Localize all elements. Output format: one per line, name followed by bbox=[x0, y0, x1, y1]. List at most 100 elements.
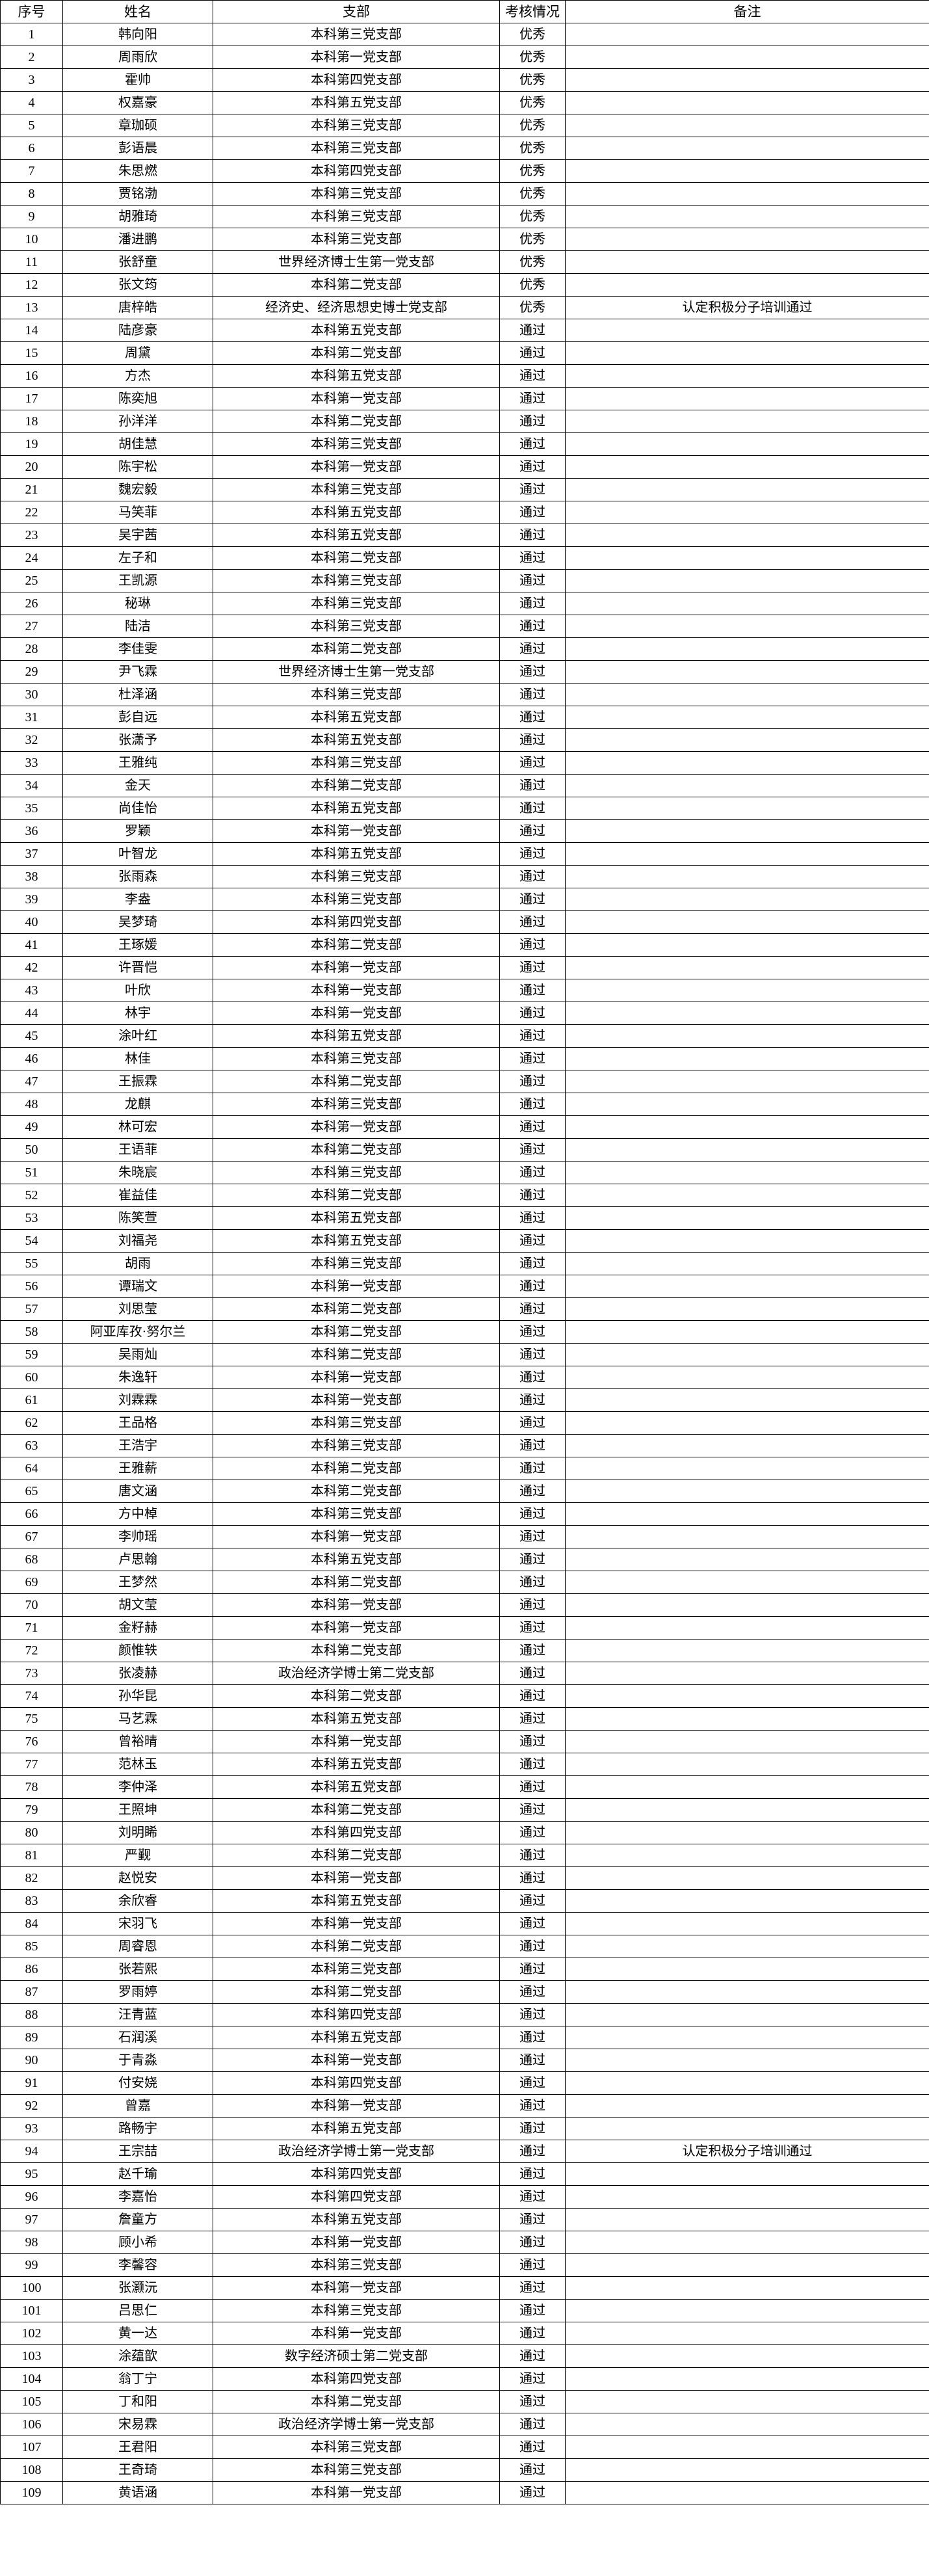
table-row: 19 胡佳慧 本科第三党支部 通过 bbox=[0, 432, 929, 456]
branch-cell: 本科第五党支部 bbox=[213, 364, 500, 388]
branch-cell: 本科第四党支部 bbox=[213, 1821, 500, 1844]
branch-cell: 本科第五党支部 bbox=[213, 1775, 500, 1799]
remark-cell bbox=[565, 1093, 929, 1116]
remark-cell bbox=[565, 182, 929, 206]
branch-cell: 本科第二党支部 bbox=[213, 637, 500, 661]
branch-cell: 本科第二党支部 bbox=[213, 273, 500, 297]
status-cell: 通过 bbox=[499, 2071, 566, 2095]
table-header: 序号 姓名 支部 考核情况 备注 bbox=[0, 0, 929, 23]
remark-cell bbox=[565, 2299, 929, 2322]
branch-cell: 本科第四党支部 bbox=[213, 2367, 500, 2391]
remark-cell bbox=[565, 2253, 929, 2277]
status-cell: 通过 bbox=[499, 1593, 566, 1617]
branch-cell: 本科第二党支部 bbox=[213, 1844, 500, 1867]
branch-cell: 本科第五党支部 bbox=[213, 797, 500, 820]
name-cell: 宋易霖 bbox=[62, 2413, 213, 2436]
table-row: 6 彭语晨 本科第三党支部 优秀 bbox=[0, 137, 929, 160]
remark-cell bbox=[565, 956, 929, 979]
table-row: 90 于青淼 本科第一党支部 通过 bbox=[0, 2049, 929, 2072]
branch-cell: 本科第三党支部 bbox=[213, 137, 500, 160]
index-cell: 54 bbox=[0, 1229, 63, 1253]
name-cell: 王振霖 bbox=[62, 1070, 213, 1093]
status-cell: 通过 bbox=[499, 1639, 566, 1662]
table-row: 107 王君阳 本科第三党支部 通过 bbox=[0, 2436, 929, 2459]
table-row: 82 赵悦安 本科第一党支部 通过 bbox=[0, 1866, 929, 1890]
status-cell: 通过 bbox=[499, 797, 566, 820]
name-cell: 陈宇松 bbox=[62, 455, 213, 479]
index-cell: 17 bbox=[0, 387, 63, 410]
name-cell: 路畅宇 bbox=[62, 2117, 213, 2140]
status-cell: 通过 bbox=[499, 319, 566, 342]
remark-cell: 认定积极分子培训通过 bbox=[565, 296, 929, 319]
name-cell: 张灏沅 bbox=[62, 2276, 213, 2300]
index-cell: 14 bbox=[0, 319, 63, 342]
table-row: 49 林可宏 本科第一党支部 通过 bbox=[0, 1115, 929, 1139]
index-cell: 71 bbox=[0, 1616, 63, 1640]
header-row: 序号 姓名 支部 考核情况 备注 bbox=[0, 0, 929, 23]
index-cell: 68 bbox=[0, 1548, 63, 1571]
status-cell: 通过 bbox=[499, 1866, 566, 1890]
branch-cell: 本科第二党支部 bbox=[213, 1935, 500, 1958]
remark-cell bbox=[565, 1138, 929, 1162]
index-cell: 85 bbox=[0, 1935, 63, 1958]
branch-cell: 本科第二党支部 bbox=[213, 1343, 500, 1366]
table-row: 92 曾嘉 本科第一党支部 通过 bbox=[0, 2094, 929, 2118]
status-cell: 通过 bbox=[499, 751, 566, 775]
branch-cell: 本科第三党支部 bbox=[213, 1047, 500, 1070]
remark-cell bbox=[565, 23, 929, 46]
remark-cell bbox=[565, 46, 929, 69]
table-row: 80 刘明睎 本科第四党支部 通过 bbox=[0, 1821, 929, 1844]
name-cell: 詹童方 bbox=[62, 2208, 213, 2231]
index-cell: 64 bbox=[0, 1457, 63, 1480]
remark-cell bbox=[565, 273, 929, 297]
name-cell: 胡雨 bbox=[62, 1252, 213, 1275]
status-cell: 优秀 bbox=[499, 296, 566, 319]
status-cell: 通过 bbox=[499, 1912, 566, 1935]
branch-cell: 本科第二党支部 bbox=[213, 1480, 500, 1503]
branch-cell: 本科第三党支部 bbox=[213, 865, 500, 888]
branch-cell: 本科第一党支部 bbox=[213, 1366, 500, 1389]
branch-cell: 本科第一党支部 bbox=[213, 1616, 500, 1640]
table-row: 75 马艺霖 本科第五党支部 通过 bbox=[0, 1707, 929, 1731]
status-cell: 优秀 bbox=[499, 137, 566, 160]
name-cell: 唐文涵 bbox=[62, 1480, 213, 1503]
status-cell: 通过 bbox=[499, 2094, 566, 2118]
name-cell: 方杰 bbox=[62, 364, 213, 388]
status-cell: 优秀 bbox=[499, 114, 566, 137]
remark-cell bbox=[565, 2367, 929, 2391]
table-row: 20 陈宇松 本科第一党支部 通过 bbox=[0, 455, 929, 479]
table-row: 62 王品格 本科第三党支部 通过 bbox=[0, 1411, 929, 1435]
remark-cell bbox=[565, 865, 929, 888]
index-cell: 86 bbox=[0, 1958, 63, 1981]
name-cell: 刘思莹 bbox=[62, 1297, 213, 1321]
index-cell: 101 bbox=[0, 2299, 63, 2322]
branch-cell: 本科第一党支部 bbox=[213, 1275, 500, 1298]
name-cell: 林可宏 bbox=[62, 1115, 213, 1139]
name-cell: 宋羽飞 bbox=[62, 1912, 213, 1935]
status-cell: 通过 bbox=[499, 1411, 566, 1435]
index-cell: 92 bbox=[0, 2094, 63, 2118]
remark-cell bbox=[565, 91, 929, 114]
status-cell: 通过 bbox=[499, 2231, 566, 2254]
table-row: 91 付安娆 本科第四党支部 通过 bbox=[0, 2071, 929, 2095]
table-row: 74 孙华昆 本科第二党支部 通过 bbox=[0, 1684, 929, 1708]
status-cell: 通过 bbox=[499, 683, 566, 706]
branch-cell: 本科第三党支部 bbox=[213, 1093, 500, 1116]
name-cell: 付安娆 bbox=[62, 2071, 213, 2095]
table-row: 34 金天 本科第二党支部 通过 bbox=[0, 774, 929, 797]
table-row: 29 尹飞霖 世界经济博士生第一党支部 通过 bbox=[0, 660, 929, 684]
status-cell: 通过 bbox=[499, 1662, 566, 1685]
name-cell: 林宇 bbox=[62, 1002, 213, 1025]
status-cell: 通过 bbox=[499, 1457, 566, 1480]
name-cell: 曾裕晴 bbox=[62, 1730, 213, 1753]
index-cell: 93 bbox=[0, 2117, 63, 2140]
branch-cell: 本科第三党支部 bbox=[213, 114, 500, 137]
status-cell: 通过 bbox=[499, 1480, 566, 1503]
table-row: 108 王奇琦 本科第三党支部 通过 bbox=[0, 2458, 929, 2482]
branch-cell: 本科第四党支部 bbox=[213, 159, 500, 183]
status-cell: 通过 bbox=[499, 2208, 566, 2231]
branch-cell: 本科第三党支部 bbox=[213, 2299, 500, 2322]
name-cell: 朱晓宸 bbox=[62, 1161, 213, 1184]
branch-cell: 本科第二党支部 bbox=[213, 546, 500, 570]
status-cell: 通过 bbox=[499, 1388, 566, 1412]
